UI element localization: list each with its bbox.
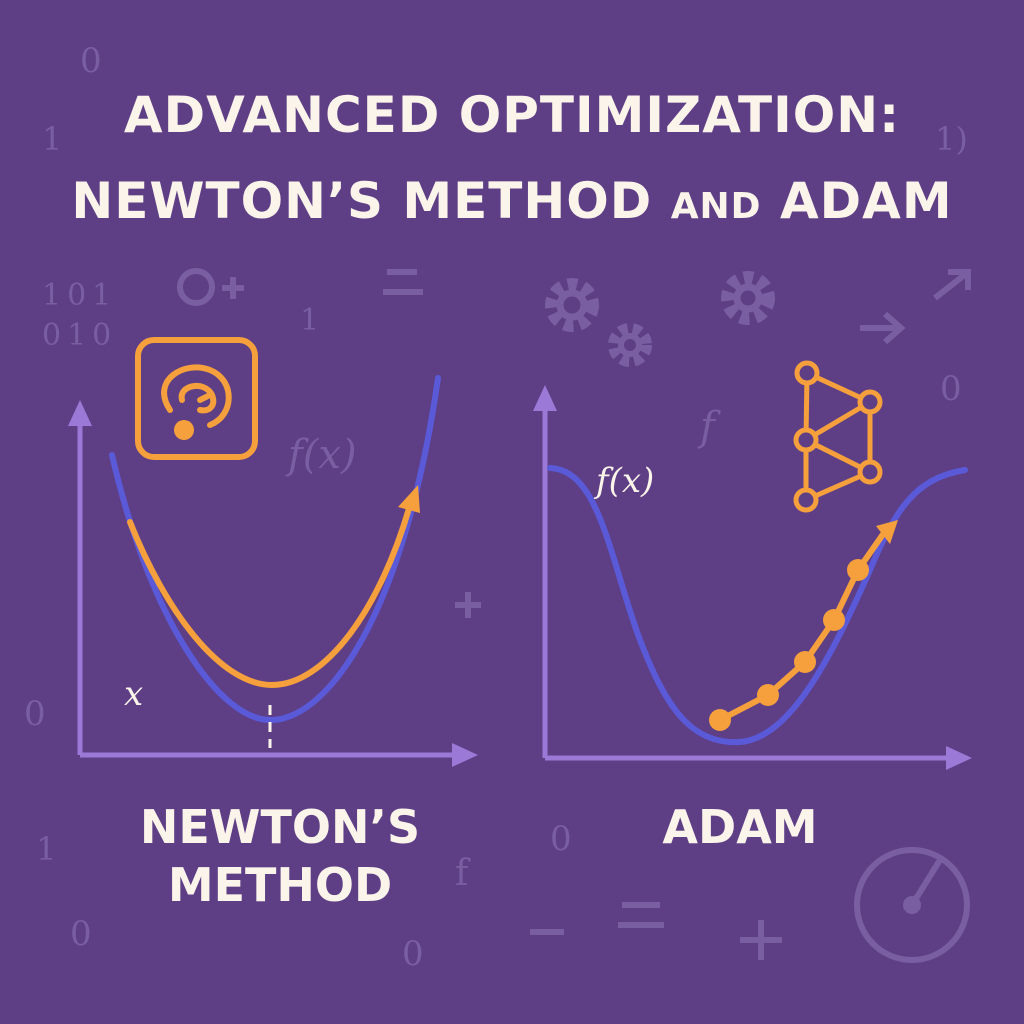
bg-glyph: 101 <box>42 278 117 313</box>
title-newton-method: NEWTON’S METHOD <box>71 172 671 230</box>
bg-glyph: 010 <box>42 318 117 353</box>
gear-icon <box>545 278 599 332</box>
page-title-line1: ADVANCED OPTIMIZATION: <box>123 86 901 144</box>
newton-step-path <box>127 502 413 689</box>
adam-step-point <box>847 559 869 581</box>
adam-function-label: f(x) <box>593 461 654 501</box>
plus-icon <box>740 920 782 960</box>
neural-network-icon <box>793 360 883 513</box>
equals-icon <box>618 902 664 928</box>
bg-glyph: 1 <box>42 120 62 158</box>
adam-step-point <box>709 709 731 731</box>
spiral-target-icon <box>135 337 258 460</box>
adam-step-point <box>794 651 816 673</box>
newton-caption: NEWTON’S METHOD <box>90 798 470 914</box>
newton-caption-line1: NEWTON’S <box>139 800 421 854</box>
newton-y-axis-arrowhead <box>68 400 92 426</box>
bg-glyph: 0 <box>402 934 424 974</box>
adam-y-axis-arrowhead <box>533 385 557 411</box>
adam-step-point <box>823 609 845 631</box>
bg-glyph: 0 <box>70 914 92 954</box>
bg-glyph: 0 <box>940 369 962 409</box>
adam-x-axis-arrowhead <box>946 746 972 770</box>
watermark-f: f <box>697 404 721 450</box>
bg-glyph: f <box>455 853 471 894</box>
bg-glyph: 0 <box>550 819 572 859</box>
plus-icon <box>222 277 244 299</box>
watermark-fx: f(x) <box>285 432 357 478</box>
newton-function-curve <box>109 375 441 724</box>
newton-x-axis-arrowhead <box>452 743 478 767</box>
newton-caption-line2: METHOD <box>167 858 393 912</box>
gear-icon <box>608 323 652 367</box>
title-adam: ADAM <box>761 172 953 230</box>
speedometer-icon <box>854 847 970 963</box>
equals-icon <box>383 269 423 295</box>
bg-glyph: 1 <box>300 303 319 338</box>
bg-glyph: 0 <box>80 41 102 81</box>
gear-icon <box>721 271 775 325</box>
newton-x-label: x <box>124 674 143 714</box>
adam-step-point <box>757 684 779 706</box>
title-and: AND <box>670 186 762 227</box>
bg-glyph: 0 <box>24 694 46 734</box>
background-decorations: 0 1 1) 101 010 1 0 0 1 0 0 f 0 <box>24 41 971 974</box>
plus-icon <box>455 592 481 618</box>
adam-step-arrowhead <box>876 520 898 544</box>
arrow-up-right-icon <box>933 269 971 301</box>
newton-axes <box>68 400 478 767</box>
adam-caption: ADAM <box>662 800 818 854</box>
page-title-line2: NEWTON’S METHOD AND ADAM <box>0 172 1024 230</box>
bg-glyph: 1) <box>935 120 968 158</box>
newton-step-arrowhead <box>398 485 420 513</box>
newton-panel: x <box>68 337 478 767</box>
arrow-right-icon <box>860 311 906 345</box>
bg-glyph: 1 <box>36 830 56 868</box>
adam-axes <box>533 385 972 770</box>
adam-panel: f(x) <box>533 360 972 770</box>
circle-plus-icon <box>177 268 215 306</box>
